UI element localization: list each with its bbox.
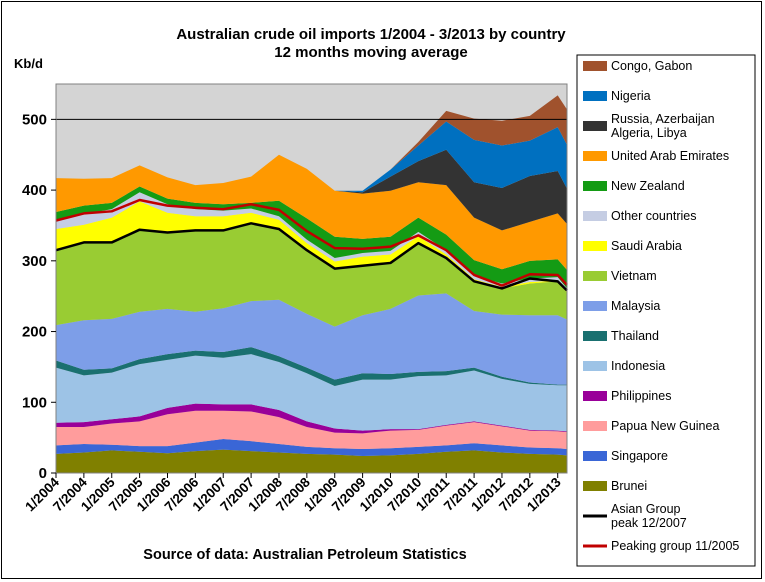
legend-item-indonesia: Indonesia — [583, 359, 665, 373]
legend-label: Saudi Arabia — [611, 239, 682, 253]
y-axis-unit-label: Kb/d — [14, 56, 43, 71]
y-tick-label: 200 — [22, 324, 47, 341]
legend-item-nigeria: Nigeria — [583, 89, 651, 103]
legend-swatch — [583, 391, 607, 401]
chart-title: Australian crude oil imports 1/2004 - 3/… — [176, 26, 566, 43]
legend-item-philippines: Philippines — [583, 389, 671, 403]
chart-subtitle: 12 months moving average — [274, 44, 467, 61]
plot-border — [55, 83, 568, 474]
legend-label: Asian Group peak 12/2007 — [611, 502, 687, 530]
legend-item-congo-gabon: Congo, Gabon — [583, 59, 692, 73]
legend-swatch — [583, 121, 607, 131]
legend-swatch — [583, 361, 607, 371]
y-tick-label: 0 — [39, 465, 47, 482]
area-philippines — [56, 403, 567, 434]
legend-swatch — [583, 91, 607, 101]
legend-swatch — [583, 451, 607, 461]
y-tick-label: 400 — [22, 182, 47, 199]
area-nigeria — [56, 121, 567, 193]
legend-swatch — [583, 61, 607, 71]
area-singapore — [56, 439, 567, 457]
legend-swatch — [583, 271, 607, 281]
legend-label: Brunei — [611, 479, 647, 493]
legend-entries: Congo, Gabon Nigeria Russia, Azerbaijan Alg… — [583, 59, 739, 553]
legend-item-saudi-arabia: Saudi Arabia — [583, 239, 682, 253]
legend-label: New Zealand — [611, 179, 685, 193]
legend-label: Indonesia — [611, 359, 665, 373]
area-malaysia — [56, 293, 567, 385]
source-note: Source of data: Australian Petroleum Sta… — [143, 547, 466, 563]
legend-label: Congo, Gabon — [611, 59, 692, 73]
legend-item-thailand: Thailand — [583, 329, 659, 343]
legend-swatch — [583, 301, 607, 311]
y-tick-label: 500 — [22, 111, 47, 128]
legend-item-brunei: Brunei — [583, 479, 647, 493]
legend-item-russia-azerbaijan-algeria-libya: Russia, Azerbaijan Algeria, Libya — [583, 112, 715, 140]
legend-swatch — [583, 181, 607, 191]
area-russia-azerbaijan-algeria-libya — [56, 149, 567, 231]
area-other-countries — [56, 192, 567, 292]
legend-label: Peaking group 11/2005 — [611, 539, 739, 553]
y-tick-label: 300 — [22, 253, 47, 270]
area-new-zealand — [56, 186, 567, 289]
legend-label: Other countries — [611, 209, 696, 223]
area-thailand — [56, 347, 567, 387]
y-tick-label: 100 — [22, 394, 47, 411]
area-indonesia — [56, 354, 567, 432]
legend-swatch — [583, 481, 607, 491]
line-peaking-group-11-2005 — [55, 198, 568, 287]
x-axis: 1/20047/20041/20057/20051/20067/20061/20… — [22, 473, 564, 514]
legend-item-other-countries: Other countries — [583, 209, 696, 223]
legend-item-papua-new-guinea: Papua New Guinea — [583, 419, 719, 433]
legend-item-singapore: Singapore — [583, 449, 668, 463]
line-asian-group-peak-12-2007 — [55, 222, 568, 292]
legend-label: Nigeria — [611, 89, 651, 103]
group-lines — [55, 198, 568, 292]
legend-swatch — [583, 241, 607, 251]
legend-label: Russia, Azerbaijan Algeria, Libya — [611, 112, 715, 140]
legend-label: United Arab Emirates — [611, 149, 729, 163]
y-axis: 0 100 200 300 400 500 — [22, 111, 56, 482]
area-vietnam — [56, 223, 567, 327]
legend-item-malaysia: Malaysia — [583, 299, 660, 313]
legend-label: Papua New Guinea — [611, 419, 719, 433]
legend-swatch — [583, 331, 607, 341]
legend-label: Thailand — [611, 329, 659, 343]
area-brunei — [56, 449, 567, 473]
legend-label: Singapore — [611, 449, 668, 463]
legend-label: Malaysia — [611, 299, 660, 313]
legend-item-new-zealand: New Zealand — [583, 179, 685, 193]
legend-item-asian-group-peak-12-2007: Asian Group peak 12/2007 — [583, 502, 687, 530]
legend-item-vietnam: Vietnam — [583, 269, 657, 283]
area-papua-new-guinea — [56, 410, 567, 449]
legend-label: Vietnam — [611, 269, 657, 283]
legend-label: Philippines — [611, 389, 671, 403]
legend-item-peaking-group-11-2005: Peaking group 11/2005 — [583, 539, 739, 553]
legend-item-united-arab-emirates: United Arab Emirates — [583, 149, 729, 163]
legend-swatch — [583, 211, 607, 221]
area-united-arab-emirates — [56, 154, 567, 271]
legend-swatch — [583, 421, 607, 431]
area-saudi-arabia — [56, 201, 567, 293]
legend-swatch — [583, 151, 607, 161]
stacked-areas — [56, 95, 567, 473]
